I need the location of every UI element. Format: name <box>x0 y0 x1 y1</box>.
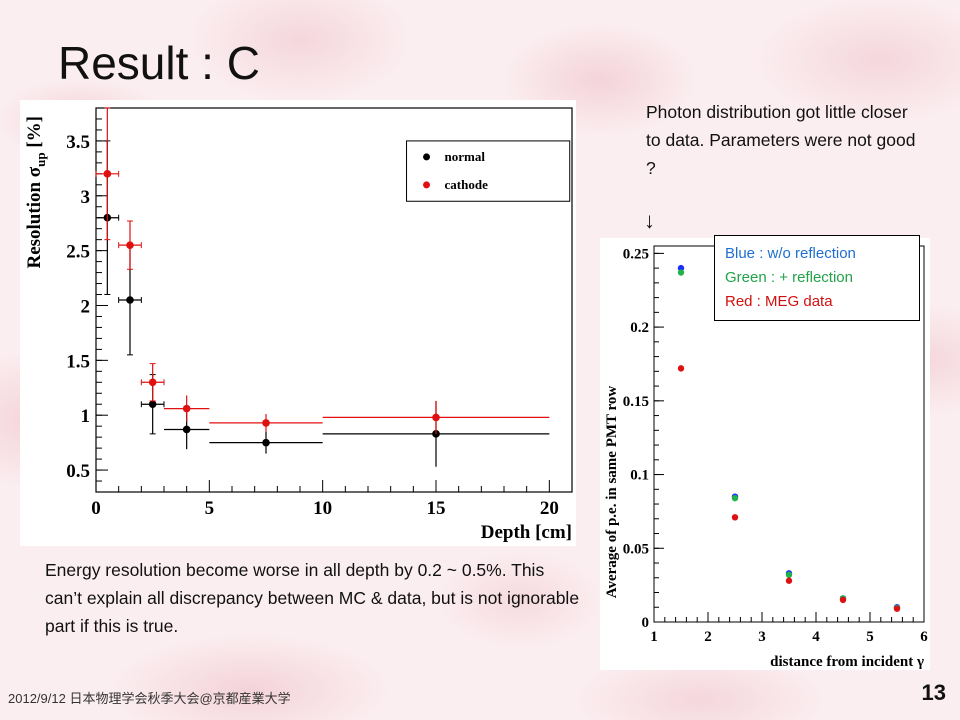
x-tick-label: 10 <box>313 498 332 519</box>
photon-distribution-note: Photon distribution got little closer to… <box>646 102 916 178</box>
legend-blue-text: Blue : w/o reflection <box>725 245 856 262</box>
legend-label-cathode: cathode <box>445 177 489 192</box>
y-tick-label: 2.5 <box>66 242 90 263</box>
energy-resolution-note: Energy resolution become worse in all de… <box>45 560 580 636</box>
cathode-point <box>148 378 157 387</box>
normal-point <box>148 400 157 409</box>
blue-point <box>677 264 685 272</box>
red-point <box>893 605 901 612</box>
normal-point <box>262 438 270 447</box>
down-arrow-icon: ↓ <box>644 208 655 233</box>
y-axis-label: Resolution σup [%] <box>24 116 48 269</box>
y-tick-label: 0 <box>642 615 650 631</box>
y-tick-label: 0.5 <box>66 461 90 482</box>
normal-point <box>182 425 191 434</box>
legend-marker-normal <box>423 153 431 161</box>
chart-legend-frame <box>406 140 571 202</box>
cathode-point <box>103 170 112 178</box>
color-legend-box: Blue : w/o reflection Green : + reflecti… <box>714 235 920 321</box>
x-axis-label: distance from incident γ <box>770 654 924 670</box>
y-tick-label: 2 <box>81 296 91 317</box>
y-axis-label-unit: [%] <box>24 116 45 152</box>
x-tick-label: 20 <box>540 498 559 519</box>
cathode-point <box>432 413 440 422</box>
x-tick-label: 0 <box>91 498 101 519</box>
legend-green-text: Green : + reflection <box>725 269 853 286</box>
x-axis-label: Depth [cm] <box>481 522 572 543</box>
legend-marker-cathode <box>423 181 431 189</box>
cathode-point <box>182 404 191 413</box>
x-tick-label: 2 <box>704 629 712 645</box>
x-tick-label: 5 <box>866 629 874 645</box>
green-point <box>785 571 793 579</box>
green-point <box>731 494 739 502</box>
x-tick-label: 4 <box>812 629 820 645</box>
y-tick-label: 1 <box>81 406 91 427</box>
green-point <box>677 269 685 276</box>
red-point <box>677 365 685 372</box>
slide-title: Result : C <box>58 37 260 89</box>
y-axis-label-main: Resolution σ <box>24 166 45 268</box>
x-tick-label: 6 <box>920 629 928 645</box>
legend-label-normal: normal <box>445 149 486 164</box>
y-tick-label: 0.15 <box>623 394 649 410</box>
y-axis-label-subscript: up <box>33 152 48 166</box>
y-tick-label: 0.1 <box>630 468 649 484</box>
y-tick-label: 1.5 <box>66 351 90 372</box>
y-axis-label: Average of p.e. in same PMT row <box>604 386 620 599</box>
resolution-chart: 0 5 10 15 20 0.5 1 1.5 2 2.5 3 3.5 Depth [cm] Resolu… <box>24 107 573 543</box>
x-tick-label: 3 <box>758 629 766 645</box>
y-tick-label: 3 <box>81 187 91 208</box>
x-tick-label: 5 <box>205 498 215 519</box>
x-tick-label: 1 <box>650 629 658 645</box>
footer-conference: 2012/9/12 日本物理学会秋季大会@京都産業大学 <box>8 691 291 706</box>
y-tick-label: 0.05 <box>623 541 649 557</box>
page-number: 13 <box>921 680 946 705</box>
red-point <box>785 577 793 584</box>
legend-red-text: Red : MEG data <box>725 293 833 310</box>
resolution-chart-panel: 0 5 10 15 20 0.5 1 1.5 2 2.5 3 3.5 Depth [cm] Resolu… <box>20 100 576 546</box>
x-tick-label: 15 <box>427 498 446 519</box>
plot-frame <box>95 107 573 493</box>
y-tick-label: 0.2 <box>630 320 649 336</box>
normal-point <box>126 296 134 304</box>
cathode-point <box>126 241 134 249</box>
red-point <box>839 596 847 604</box>
red-point <box>731 514 739 521</box>
cathode-point <box>262 419 270 427</box>
y-tick-label: 3.5 <box>66 132 90 153</box>
y-tick-label: 0.25 <box>623 246 649 262</box>
